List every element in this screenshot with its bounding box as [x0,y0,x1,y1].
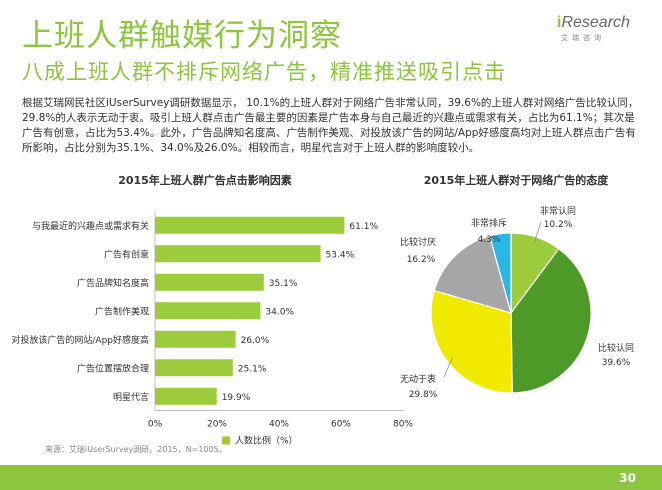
pie-slice-label: 比较认同 [598,342,634,354]
bar-value-label: 35.1% [269,279,298,289]
bar-x-tick-label: 40% [269,420,289,430]
bar-category-label: 明星代言 [113,391,149,403]
bar [155,216,345,234]
pie-slice-label: 比较讨厌 [400,236,436,248]
pie-slice-label: 非常排斥 [471,217,507,229]
bar-x-tick-label: 0% [148,420,163,430]
intro-paragraph: 根据艾瑞网民社区iUserSurvey调研数据显示， 10.1%的上班人群对于网… [22,97,639,154]
bar-chart-title: 2015年上班人群广告点击影响因素 [118,174,292,187]
bar-x-tick-label: 80% [393,420,413,430]
legend-swatch [222,436,230,445]
pie-chart-title: 2015年上班人群对于网络广告的态度 [423,174,609,187]
bar-category-label: 与我最近的兴趣点或需求有关 [32,220,149,232]
bar-value-label: 19.9% [222,393,251,403]
bar-category-label: 广告制作美观 [95,305,149,317]
source-note: 来源：艾瑞iUserSurvey调研。2015，N=1005。 [45,445,227,454]
bar [155,330,236,348]
page-number: 30 [619,471,636,485]
logo-brand: Research [561,14,630,31]
pie-slice-label: 非常认同 [540,205,576,217]
bar-x-tick-label: 20% [207,420,227,430]
logo-cn: 艾瑞咨询 [561,34,605,42]
pie-slice [510,247,592,394]
bar [155,273,264,291]
pie-leader-line [443,357,453,378]
pie-slice-value: 10.2% [544,220,573,230]
iresearch-logo: iResearch 艾瑞咨询 [557,14,637,43]
bar-value-label: 26.0% [241,336,270,346]
bar-x-tick-label: 60% [331,420,351,430]
bar-value-label: 53.4% [326,250,355,260]
bar-value-label: 25.1% [238,364,267,374]
pie-slice-label: 无动于衷 [400,373,436,385]
bar-category-label: 对投放该广告的网站/App好感度高 [11,334,149,346]
bar [155,245,321,263]
pie-slice-value: 29.8% [409,390,438,400]
pie-slice [488,232,512,314]
pie-slice-value: 39.6% [602,358,631,368]
bar [155,302,261,320]
page-title: 上班人群触媒行为洞察 [22,18,342,54]
bar-category-label: 广告品牌知名度高 [77,277,149,289]
pie-slice [433,235,512,314]
bar-category-label: 广告位置摆放合理 [77,362,149,374]
footer-bar: 30 [0,465,662,490]
pie-slice-value: 16.2% [407,255,436,265]
page-subtitle: 八成上班人群不排斥网络广告，精准推送吸引点击 [22,60,506,84]
bar [155,387,217,405]
pie-slice-value: 4.3% [478,235,501,245]
pie-slice [430,289,513,394]
bar-value-label: 34.0% [265,307,294,317]
legend-label: 人数比例（%） [235,435,298,447]
logo-mark: i [557,14,562,31]
logo-wordmark: iResearch [557,14,637,32]
pie-leader-line [533,221,542,244]
bar [155,359,233,377]
bar-value-label: 61.1% [349,222,378,232]
bar-category-label: 广告有创意 [104,248,149,260]
